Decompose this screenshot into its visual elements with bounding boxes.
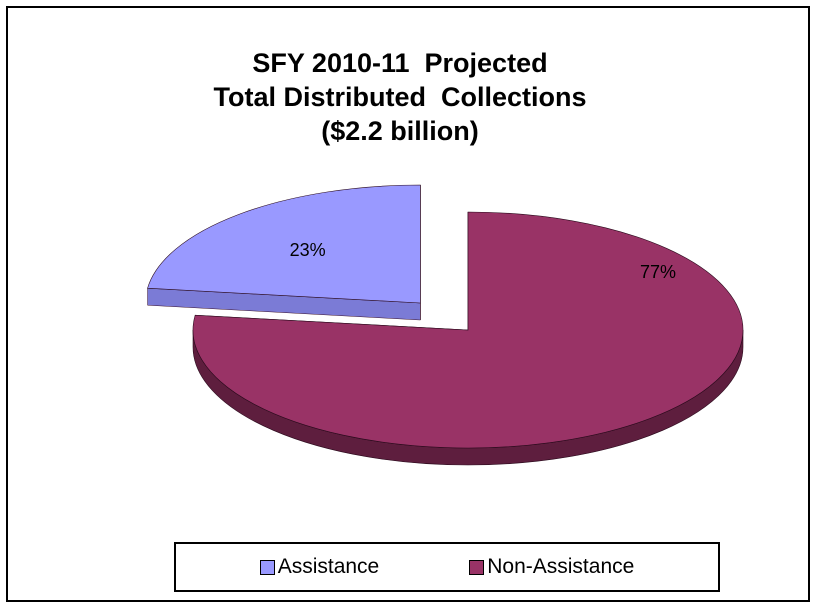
- chart-title: SFY 2010-11 Projected Total Distributed …: [8, 46, 792, 148]
- legend-label-non-assistance: Non-Assistance: [487, 555, 635, 578]
- legend-item-assistance: Assistance: [259, 555, 380, 579]
- legend-label-assistance: Assistance: [277, 555, 380, 578]
- chart-legend: Assistance Non-Assistance: [174, 542, 720, 592]
- pie-slice-assistance: [147, 184, 421, 304]
- legend-item-non-assistance: Non-Assistance: [469, 555, 634, 579]
- legend-swatch-assistance: [259, 559, 275, 575]
- pie-slice-non-assistance: [192, 211, 744, 449]
- data-label-assistance: 23%: [290, 240, 326, 260]
- data-label-non-assistance: 77%: [640, 262, 676, 282]
- chart-title-line-3: ($2.2 billion): [321, 116, 479, 146]
- legend-swatch-non-assistance: [469, 559, 485, 575]
- chart-title-line-2: Total Distributed Collections: [213, 82, 587, 112]
- chart-title-line-1: SFY 2010-11 Projected: [252, 48, 548, 78]
